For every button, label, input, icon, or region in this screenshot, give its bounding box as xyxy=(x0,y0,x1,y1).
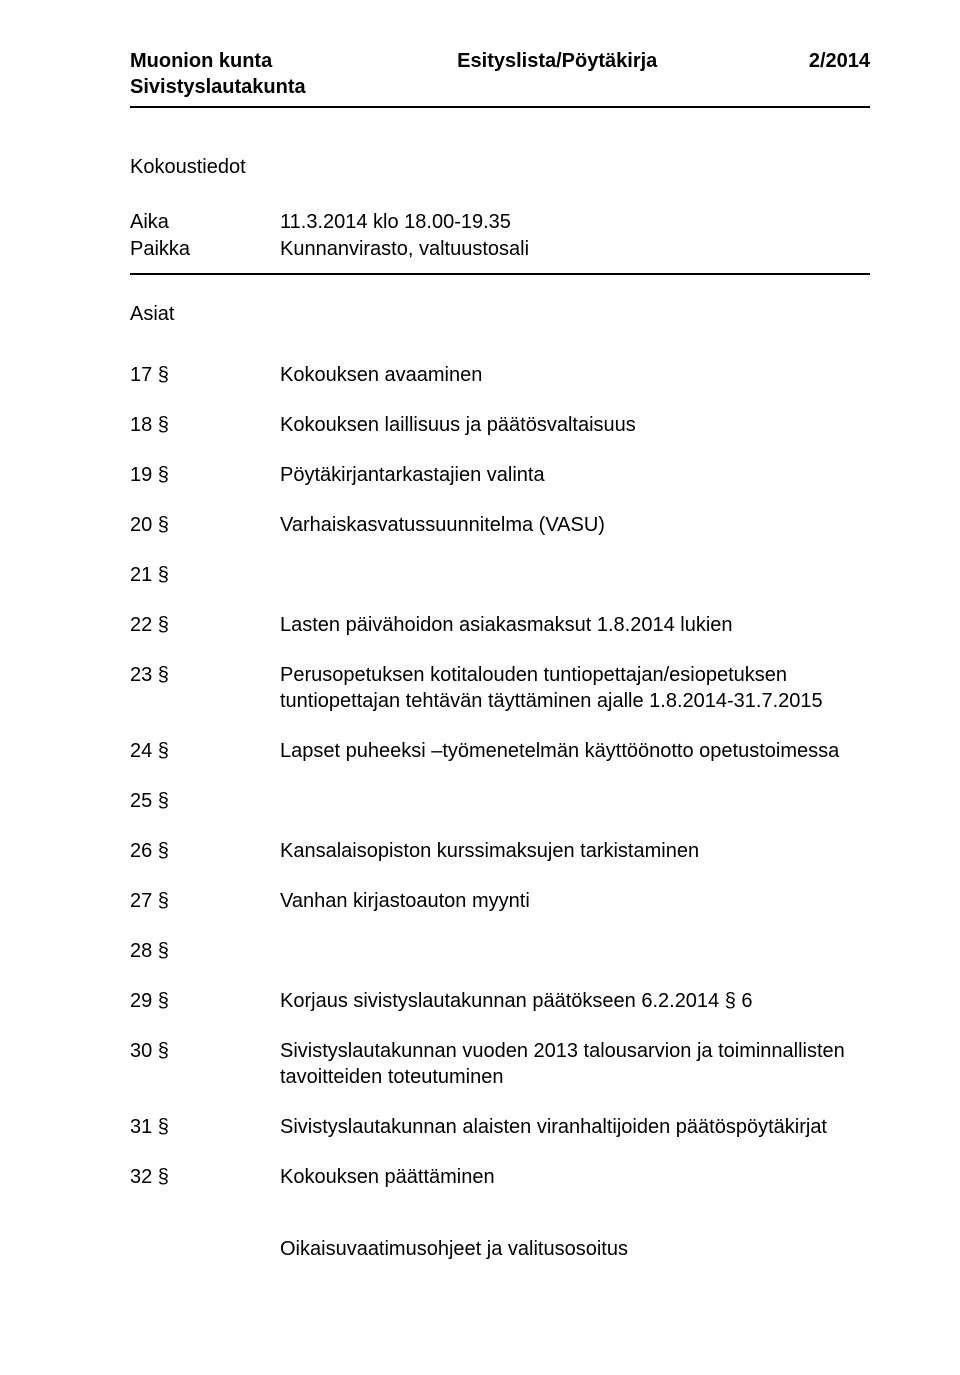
agenda-item-text: Kokouksen päättäminen xyxy=(280,1164,870,1190)
meeting-info-rows: Aika11.3.2014 klo 18.00-19.35PaikkaKunna… xyxy=(130,209,870,263)
org-name-line1: Muonion kunta xyxy=(130,48,306,74)
agenda-item: 26 §Kansalaisopiston kurssimaksujen tark… xyxy=(130,838,870,864)
agenda-item-text: Perusopetuksen kotitalouden tuntiopettaj… xyxy=(280,662,870,714)
agenda-item-text xyxy=(280,562,870,588)
agenda-item-number: 28 § xyxy=(130,938,280,964)
agenda-item-number: 20 § xyxy=(130,512,280,538)
agenda-item-number: 24 § xyxy=(130,738,280,764)
agenda-item-text: Vanhan kirjastoauton myynti xyxy=(280,888,870,914)
agenda-item: 23 §Perusopetuksen kotitalouden tuntiope… xyxy=(130,662,870,714)
agenda-item-number: 21 § xyxy=(130,562,280,588)
agenda-item: 22 §Lasten päivähoidon asiakasmaksut 1.8… xyxy=(130,612,870,638)
meeting-info-row: Aika11.3.2014 klo 18.00-19.35 xyxy=(130,209,870,236)
agenda-item-number: 17 § xyxy=(130,362,280,388)
agenda-item: 27 §Vanhan kirjastoauton myynti xyxy=(130,888,870,914)
meeting-info-row-value: 11.3.2014 klo 18.00-19.35 xyxy=(280,209,511,236)
meeting-info-row-value: Kunnanvirasto, valtuustosali xyxy=(280,236,529,263)
agenda-item-text: Pöytäkirjantarkastajien valinta xyxy=(280,462,870,488)
agenda-item: 17 §Kokouksen avaaminen xyxy=(130,362,870,388)
agenda-item: 25 § xyxy=(130,788,870,814)
header-organization: Muonion kunta Sivistyslautakunta xyxy=(130,48,306,100)
agenda-item-text: Lasten päivähoidon asiakasmaksut 1.8.201… xyxy=(280,612,870,638)
agenda-item-number: 32 § xyxy=(130,1164,280,1190)
agenda-item: 29 §Korjaus sivistyslautakunnan päätökse… xyxy=(130,988,870,1014)
agenda-item-text xyxy=(280,788,870,814)
agenda-item: 21 § xyxy=(130,562,870,588)
agenda-item: 30 §Sivistyslautakunnan vuoden 2013 talo… xyxy=(130,1038,870,1090)
agenda-item: 32 §Kokouksen päättäminen xyxy=(130,1164,870,1190)
agenda-item: 31 §Sivistyslautakunnan alaisten viranha… xyxy=(130,1114,870,1140)
footer-note: Oikaisuvaatimusohjeet ja valitusosoitus xyxy=(280,1238,870,1261)
agenda-label: Asiat xyxy=(130,303,870,326)
agenda-item-text: Lapset puheeksi –työmenetelmän käyttööno… xyxy=(280,738,870,764)
agenda-item-number: 19 § xyxy=(130,462,280,488)
document-header: Muonion kunta Sivistyslautakunta Esitysl… xyxy=(130,48,870,100)
agenda-item-number: 18 § xyxy=(130,412,280,438)
agenda-item-text: Sivistyslautakunnan alaisten viranhaltij… xyxy=(280,1114,870,1140)
agenda-item-number: 22 § xyxy=(130,612,280,638)
agenda-item-text: Korjaus sivistyslautakunnan päätökseen 6… xyxy=(280,988,870,1014)
agenda-item-number: 25 § xyxy=(130,788,280,814)
agenda-item-number: 23 § xyxy=(130,662,280,714)
agenda-item-number: 27 § xyxy=(130,888,280,914)
agenda-item: 20 §Varhaiskasvatussuunnitelma (VASU) xyxy=(130,512,870,538)
org-name-line2: Sivistyslautakunta xyxy=(130,74,306,100)
meeting-info-divider xyxy=(130,273,870,275)
agenda-item-number: 31 § xyxy=(130,1114,280,1140)
agenda-item: 28 § xyxy=(130,938,870,964)
agenda-item-text: Kansalaisopiston kurssimaksujen tarkista… xyxy=(280,838,870,864)
meeting-info-label: Kokoustiedot xyxy=(130,156,870,179)
meeting-info-row-label: Aika xyxy=(130,209,280,236)
agenda-item: 24 §Lapset puheeksi –työmenetelmän käytt… xyxy=(130,738,870,764)
agenda-item-text: Sivistyslautakunnan vuoden 2013 talousar… xyxy=(280,1038,870,1090)
agenda-item-text xyxy=(280,938,870,964)
agenda-item-list: 17 §Kokouksen avaaminen18 §Kokouksen lai… xyxy=(130,362,870,1190)
agenda-item-text: Kokouksen avaaminen xyxy=(280,362,870,388)
agenda-item-number: 29 § xyxy=(130,988,280,1014)
agenda-item-number: 30 § xyxy=(130,1038,280,1090)
agenda-item: 18 §Kokouksen laillisuus ja päätösvaltai… xyxy=(130,412,870,438)
agenda-item-text: Varhaiskasvatussuunnitelma (VASU) xyxy=(280,512,870,538)
agenda-item-text: Kokouksen laillisuus ja päätösvaltaisuus xyxy=(280,412,870,438)
agenda-item: 19 §Pöytäkirjantarkastajien valinta xyxy=(130,462,870,488)
header-center-title: Esityslista/Pöytäkirja xyxy=(457,48,657,100)
agenda-item-number: 26 § xyxy=(130,838,280,864)
meeting-info-row-label: Paikka xyxy=(130,236,280,263)
header-doc-number: 2/2014 xyxy=(809,48,870,100)
meeting-info-row: PaikkaKunnanvirasto, valtuustosali xyxy=(130,236,870,263)
